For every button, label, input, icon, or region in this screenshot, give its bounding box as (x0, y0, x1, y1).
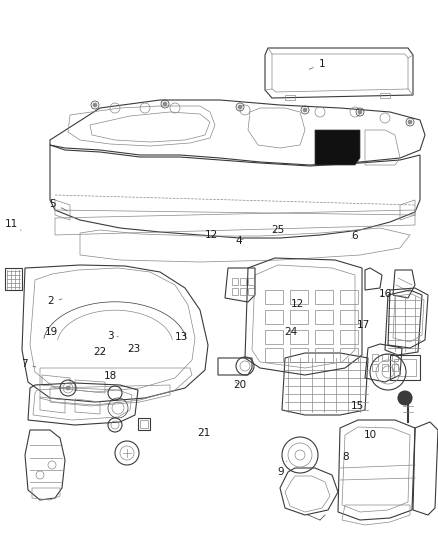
Text: 8: 8 (339, 450, 350, 462)
Polygon shape (315, 130, 360, 165)
Text: 10: 10 (364, 431, 377, 440)
Text: 3: 3 (107, 331, 118, 341)
Text: 17: 17 (357, 320, 370, 330)
Ellipse shape (303, 108, 307, 112)
Text: 11: 11 (4, 219, 21, 230)
Text: 12: 12 (291, 299, 304, 309)
Text: 9: 9 (277, 461, 287, 477)
Ellipse shape (408, 120, 412, 124)
Text: 16: 16 (379, 289, 392, 299)
Text: 2: 2 (47, 296, 62, 306)
Text: 23: 23 (127, 344, 140, 354)
Text: 24: 24 (285, 327, 298, 336)
Ellipse shape (358, 110, 362, 114)
Text: 6: 6 (351, 231, 358, 241)
Text: 13: 13 (175, 332, 188, 342)
Text: 4: 4 (235, 236, 244, 246)
Text: 15: 15 (350, 401, 364, 411)
Text: 21: 21 (197, 428, 210, 438)
Ellipse shape (398, 391, 412, 405)
Text: 7: 7 (21, 359, 36, 368)
Text: 22: 22 (93, 347, 106, 357)
Text: 25: 25 (272, 225, 285, 235)
Text: 19: 19 (45, 327, 58, 336)
Text: 5: 5 (49, 199, 67, 211)
Text: 18: 18 (104, 371, 117, 381)
Text: 12: 12 (205, 230, 218, 239)
Ellipse shape (66, 386, 70, 390)
Ellipse shape (93, 103, 97, 107)
Ellipse shape (163, 102, 167, 106)
Text: 20: 20 (233, 380, 247, 390)
Ellipse shape (238, 105, 242, 109)
Text: 1: 1 (309, 59, 325, 69)
